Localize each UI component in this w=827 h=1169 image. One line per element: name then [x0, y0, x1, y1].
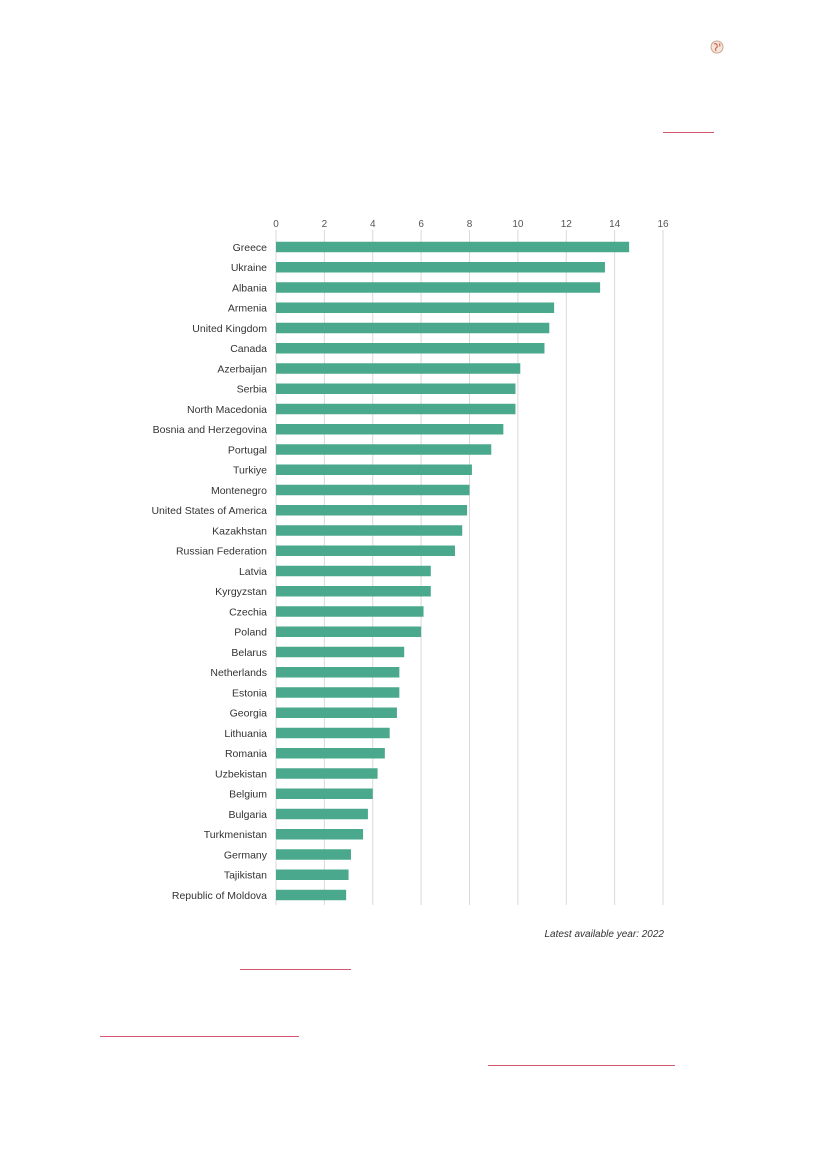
bar	[276, 889, 347, 901]
x-tick-label: 14	[609, 219, 621, 230]
bar	[276, 667, 400, 678]
bar	[276, 869, 349, 880]
bar	[276, 707, 397, 718]
bar	[276, 444, 492, 455]
bar	[276, 646, 405, 658]
category-label: Ukraine	[231, 262, 267, 274]
bar	[276, 788, 373, 799]
globe-icon	[710, 40, 724, 54]
category-label: Netherlands	[210, 667, 267, 679]
category-label: Belarus	[231, 647, 267, 659]
category-label: Turkmenistan	[204, 829, 267, 841]
category-label: Belgium	[229, 789, 267, 801]
category-label: Turkiye	[233, 465, 267, 477]
link-underline-top[interactable]	[663, 132, 714, 133]
category-label: Greece	[233, 242, 268, 254]
category-label: Uzbekistan	[215, 768, 267, 780]
bar	[276, 565, 431, 577]
category-label: Russian Federation	[176, 546, 267, 558]
bar	[276, 403, 516, 415]
category-label: Tajikistan	[224, 870, 267, 882]
link-underline-2[interactable]	[100, 1036, 299, 1037]
category-label: Latvia	[239, 566, 267, 578]
x-tick-label: 10	[512, 219, 524, 230]
bar	[276, 748, 385, 759]
link-underline-3[interactable]	[488, 1065, 675, 1066]
bar	[276, 262, 605, 273]
category-label: Kazakhstan	[212, 525, 267, 537]
x-tick-label: 0	[273, 219, 279, 230]
category-label: Canada	[230, 343, 267, 355]
x-tick-label: 2	[322, 219, 328, 230]
bar	[276, 363, 521, 374]
bar	[276, 606, 424, 617]
category-label: Romania	[225, 748, 267, 760]
x-tick-label: 4	[370, 219, 376, 230]
category-label: Georgia	[230, 708, 268, 720]
bar	[276, 849, 351, 860]
category-label: Kyrgyzstan	[215, 586, 267, 598]
category-label: Poland	[234, 627, 267, 639]
bar	[276, 302, 555, 313]
category-label: Bosnia and Herzegovina	[153, 424, 268, 436]
bar	[276, 484, 470, 496]
category-label: Azerbaijan	[217, 363, 267, 375]
category-label: Czechia	[229, 606, 267, 618]
bar	[276, 626, 422, 637]
bar	[276, 343, 545, 354]
bar	[276, 808, 368, 820]
bar	[276, 505, 468, 516]
link-underline-1[interactable]	[240, 969, 351, 970]
x-tick-label: 16	[657, 219, 669, 230]
category-label: Albania	[232, 282, 267, 294]
bar	[276, 687, 400, 698]
bar	[276, 525, 463, 536]
bar	[276, 727, 390, 739]
bar	[276, 545, 455, 556]
category-label: Lithuania	[224, 728, 267, 740]
bar	[276, 322, 550, 334]
bar	[276, 282, 601, 293]
category-label: United States of America	[151, 505, 267, 517]
x-tick-label: 8	[467, 219, 473, 230]
category-label: North Macedonia	[187, 404, 267, 416]
category-label: Montenegro	[211, 485, 267, 497]
x-tick-label: 12	[561, 219, 573, 230]
bar	[276, 383, 516, 394]
category-label: United Kingdom	[192, 323, 267, 335]
bar	[276, 829, 364, 840]
chart-note: Latest available year: 2022	[544, 929, 664, 940]
category-label: Portugal	[228, 444, 267, 456]
bar	[276, 424, 504, 435]
category-label: Republic of Moldova	[172, 890, 267, 902]
category-label: Germany	[224, 849, 268, 861]
bar	[276, 586, 431, 597]
category-label: Armenia	[228, 303, 267, 315]
category-label: Serbia	[237, 384, 268, 396]
category-label: Bulgaria	[228, 809, 267, 821]
bar	[276, 241, 630, 253]
x-tick-label: 6	[418, 219, 424, 230]
bar	[276, 464, 472, 475]
bar-chart: 0 2 4 6 8 10 12 14 16 Greece Ukraine Albania Armenia…	[151, 219, 669, 905]
category-label: Estonia	[232, 687, 267, 699]
bar	[276, 768, 378, 779]
